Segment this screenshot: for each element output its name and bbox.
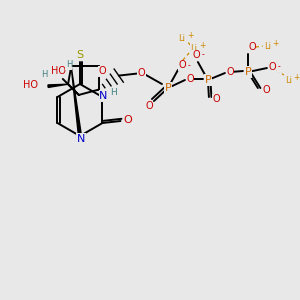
Text: O: O xyxy=(226,67,234,77)
Text: Li: Li xyxy=(190,44,197,52)
Text: O: O xyxy=(178,60,186,70)
Text: -: - xyxy=(202,50,204,59)
Text: +: + xyxy=(187,31,193,40)
Text: O: O xyxy=(212,94,220,104)
Text: O: O xyxy=(262,85,270,95)
Text: +: + xyxy=(294,73,300,82)
Text: S: S xyxy=(76,50,83,60)
Text: -: - xyxy=(278,62,280,71)
Text: P: P xyxy=(165,83,171,93)
Text: O: O xyxy=(138,68,146,78)
Text: H: H xyxy=(41,70,47,79)
Text: Li: Li xyxy=(285,76,292,85)
Text: O: O xyxy=(186,74,194,84)
Text: -: - xyxy=(188,61,190,70)
Text: O: O xyxy=(248,42,256,52)
Text: P: P xyxy=(244,67,251,77)
Text: +: + xyxy=(199,40,205,50)
Polygon shape xyxy=(48,84,68,87)
Text: O: O xyxy=(192,50,200,60)
Text: O: O xyxy=(99,67,106,76)
Text: P: P xyxy=(205,75,211,85)
Text: HO: HO xyxy=(23,80,38,90)
Text: H: H xyxy=(110,88,117,97)
Text: N: N xyxy=(99,91,108,101)
Text: N: N xyxy=(77,134,85,144)
Text: O: O xyxy=(268,62,276,72)
Text: HO: HO xyxy=(51,66,66,76)
Text: O: O xyxy=(145,101,153,111)
Text: +: + xyxy=(273,38,279,47)
Text: H: H xyxy=(66,61,72,70)
Text: O: O xyxy=(123,115,132,125)
Text: Li: Li xyxy=(264,41,272,50)
Polygon shape xyxy=(71,67,82,136)
Text: Li: Li xyxy=(178,34,185,43)
